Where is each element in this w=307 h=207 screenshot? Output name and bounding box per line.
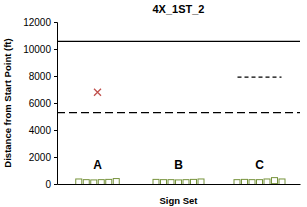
- square-marker: [176, 180, 182, 184]
- y-tick-mark: [54, 184, 57, 185]
- y-tick-label: 12000: [23, 17, 51, 28]
- y-tick: 12000: [23, 17, 57, 28]
- square-marker: [168, 180, 174, 184]
- square-marker: [91, 180, 97, 184]
- square-marker: [98, 180, 104, 184]
- square-marker: [83, 180, 89, 184]
- square-marker: [234, 180, 240, 184]
- x-marker: [94, 89, 101, 96]
- square-marker: [161, 180, 167, 184]
- square-marker: [272, 178, 278, 184]
- reference-line: [57, 41, 300, 42]
- square-marker: [191, 179, 197, 184]
- x-axis-title: Sign Set: [159, 195, 198, 206]
- square-marker: [198, 179, 204, 184]
- y-tick: 8000: [29, 71, 57, 82]
- y-tick: 10000: [23, 44, 57, 55]
- chart: 0 2000 4000 6000 8000 10000 12000 A B C 4X_1ST_2 Di…: [0, 0, 307, 207]
- y-tick-mark: [54, 49, 57, 50]
- square-marker: [153, 179, 159, 184]
- square-marker: [242, 179, 248, 184]
- y-axis: 0 2000 4000 6000 8000 10000 12000: [23, 17, 57, 190]
- plot-area: 0 2000 4000 6000 8000 10000 12000 A B C: [23, 17, 300, 190]
- square-marker: [106, 179, 112, 184]
- y-tick-label: 4000: [29, 125, 52, 136]
- y-tick-mark: [54, 76, 57, 77]
- y-tick-label: 10000: [23, 44, 51, 55]
- square-marker: [264, 179, 270, 184]
- category-label: B: [174, 158, 183, 172]
- square-marker: [257, 180, 263, 184]
- marks: [57, 41, 300, 184]
- y-tick-label: 6000: [29, 98, 52, 109]
- reference-line: [238, 76, 282, 77]
- category-label: C: [255, 158, 264, 172]
- square-marker: [113, 179, 119, 184]
- y-tick-label: 8000: [29, 71, 52, 82]
- y-tick: 4000: [29, 125, 57, 136]
- y-tick: 0: [45, 179, 57, 190]
- title: 4X_1ST_2: [153, 3, 205, 15]
- y-tick-label: 2000: [29, 152, 52, 163]
- y-tick-mark: [54, 157, 57, 158]
- square-marker: [279, 179, 285, 184]
- square-marker: [249, 180, 255, 184]
- square-marker: [76, 179, 82, 184]
- y-tick-label: 0: [45, 179, 51, 190]
- y-tick-mark: [54, 130, 57, 131]
- y-tick-mark: [54, 22, 57, 23]
- square-marker: [183, 180, 189, 184]
- x-axis-line: [58, 184, 301, 185]
- y-tick: 6000: [29, 98, 57, 109]
- y-axis-line: [54, 23, 58, 185]
- y-axis-title: Distance from Start Point (ft): [2, 38, 13, 167]
- y-tick: 2000: [29, 152, 57, 163]
- category-label: A: [93, 158, 102, 172]
- reference-line: [57, 112, 300, 113]
- y-tick-mark: [54, 103, 57, 104]
